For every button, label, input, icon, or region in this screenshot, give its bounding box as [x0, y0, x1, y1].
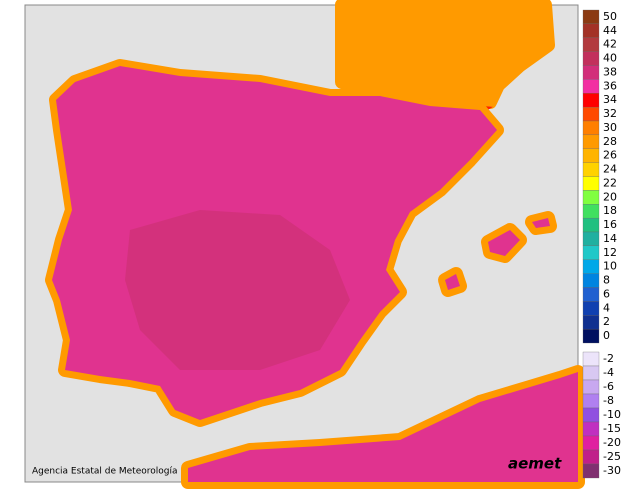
logo: aemet: [508, 455, 562, 473]
legend-swatch: [582, 65, 600, 80]
legend-swatch: [582, 120, 600, 136]
legend-label: 8: [603, 274, 610, 287]
legend-label: 44: [603, 24, 617, 37]
legend-label: 30: [603, 121, 617, 134]
legend-label: -15: [603, 422, 621, 435]
legend-label: 32: [603, 107, 617, 120]
legend-swatch: [582, 315, 600, 330]
legend-label: -4: [603, 366, 614, 379]
legend-label: 10: [603, 260, 617, 273]
legend-swatch: [582, 393, 600, 409]
legend-swatch: [582, 273, 600, 288]
legend-swatch: [582, 79, 600, 94]
color-legend: 5044424038363432302826242220181614121086…: [582, 9, 621, 479]
map: [45, 0, 585, 489]
mallorca: [481, 223, 527, 263]
legend-swatch: [582, 162, 600, 177]
legend-label: 28: [603, 135, 617, 148]
legend-swatch: [582, 134, 600, 149]
legend-swatch: [582, 245, 600, 260]
legend-label: -20: [603, 436, 621, 449]
legend-label: 2: [603, 315, 610, 328]
legend-label: -10: [603, 408, 621, 421]
legend-swatch: [582, 351, 600, 367]
legend-swatch: [582, 287, 600, 302]
legend-label: 14: [603, 232, 617, 245]
legend-label: 34: [603, 93, 617, 106]
legend-swatch: [582, 365, 600, 381]
legend-swatch: [582, 176, 600, 191]
legend-swatch: [582, 106, 600, 122]
legend-label: 20: [603, 190, 617, 203]
legend-swatch: [582, 435, 600, 451]
france: [335, 0, 555, 109]
legend-swatch: [582, 231, 600, 247]
legend-label: 16: [603, 218, 617, 231]
legend-label: 38: [603, 65, 617, 78]
north-africa: [181, 365, 585, 489]
legend-swatch: [582, 421, 600, 437]
legend-label: 22: [603, 176, 617, 189]
legend-label: 24: [603, 163, 617, 176]
legend-label: -6: [603, 380, 614, 393]
legend-label: 42: [603, 38, 617, 51]
legend-swatch: [582, 93, 600, 108]
legend-label: 36: [603, 79, 617, 92]
legend-swatch: [582, 463, 600, 479]
legend-swatch: [582, 328, 600, 344]
legend-label: 40: [603, 52, 617, 65]
legend-label: 4: [603, 301, 610, 314]
interior: [125, 210, 350, 370]
legend-label: 12: [603, 246, 617, 259]
legend-swatch: [582, 23, 600, 38]
legend-swatch: [582, 301, 600, 316]
legend-swatch: [582, 148, 600, 163]
legend-label: -8: [603, 394, 614, 407]
legend-label: -25: [603, 450, 621, 463]
legend-swatch: [582, 259, 600, 274]
legend-swatch: [582, 51, 600, 66]
legend-label: -2: [603, 352, 614, 365]
legend-swatch: [582, 9, 600, 25]
legend-label: 6: [603, 287, 610, 300]
credit: Agencia Estatal de Meteorología: [32, 467, 178, 477]
legend-swatch: [582, 407, 600, 423]
legend-label: -30: [603, 464, 621, 477]
legend-swatch: [582, 217, 600, 233]
legend-swatch: [582, 37, 600, 52]
legend-label: 26: [603, 149, 617, 162]
ibiza: [438, 267, 467, 297]
menorca: [525, 211, 557, 235]
legend-swatch: [582, 449, 600, 465]
legend-swatch: [582, 204, 600, 219]
legend-label: 0: [603, 329, 610, 342]
legend-label: 50: [603, 10, 617, 23]
legend-swatch: [582, 379, 600, 395]
legend-swatch: [582, 190, 600, 205]
legend-label: 18: [603, 204, 617, 217]
